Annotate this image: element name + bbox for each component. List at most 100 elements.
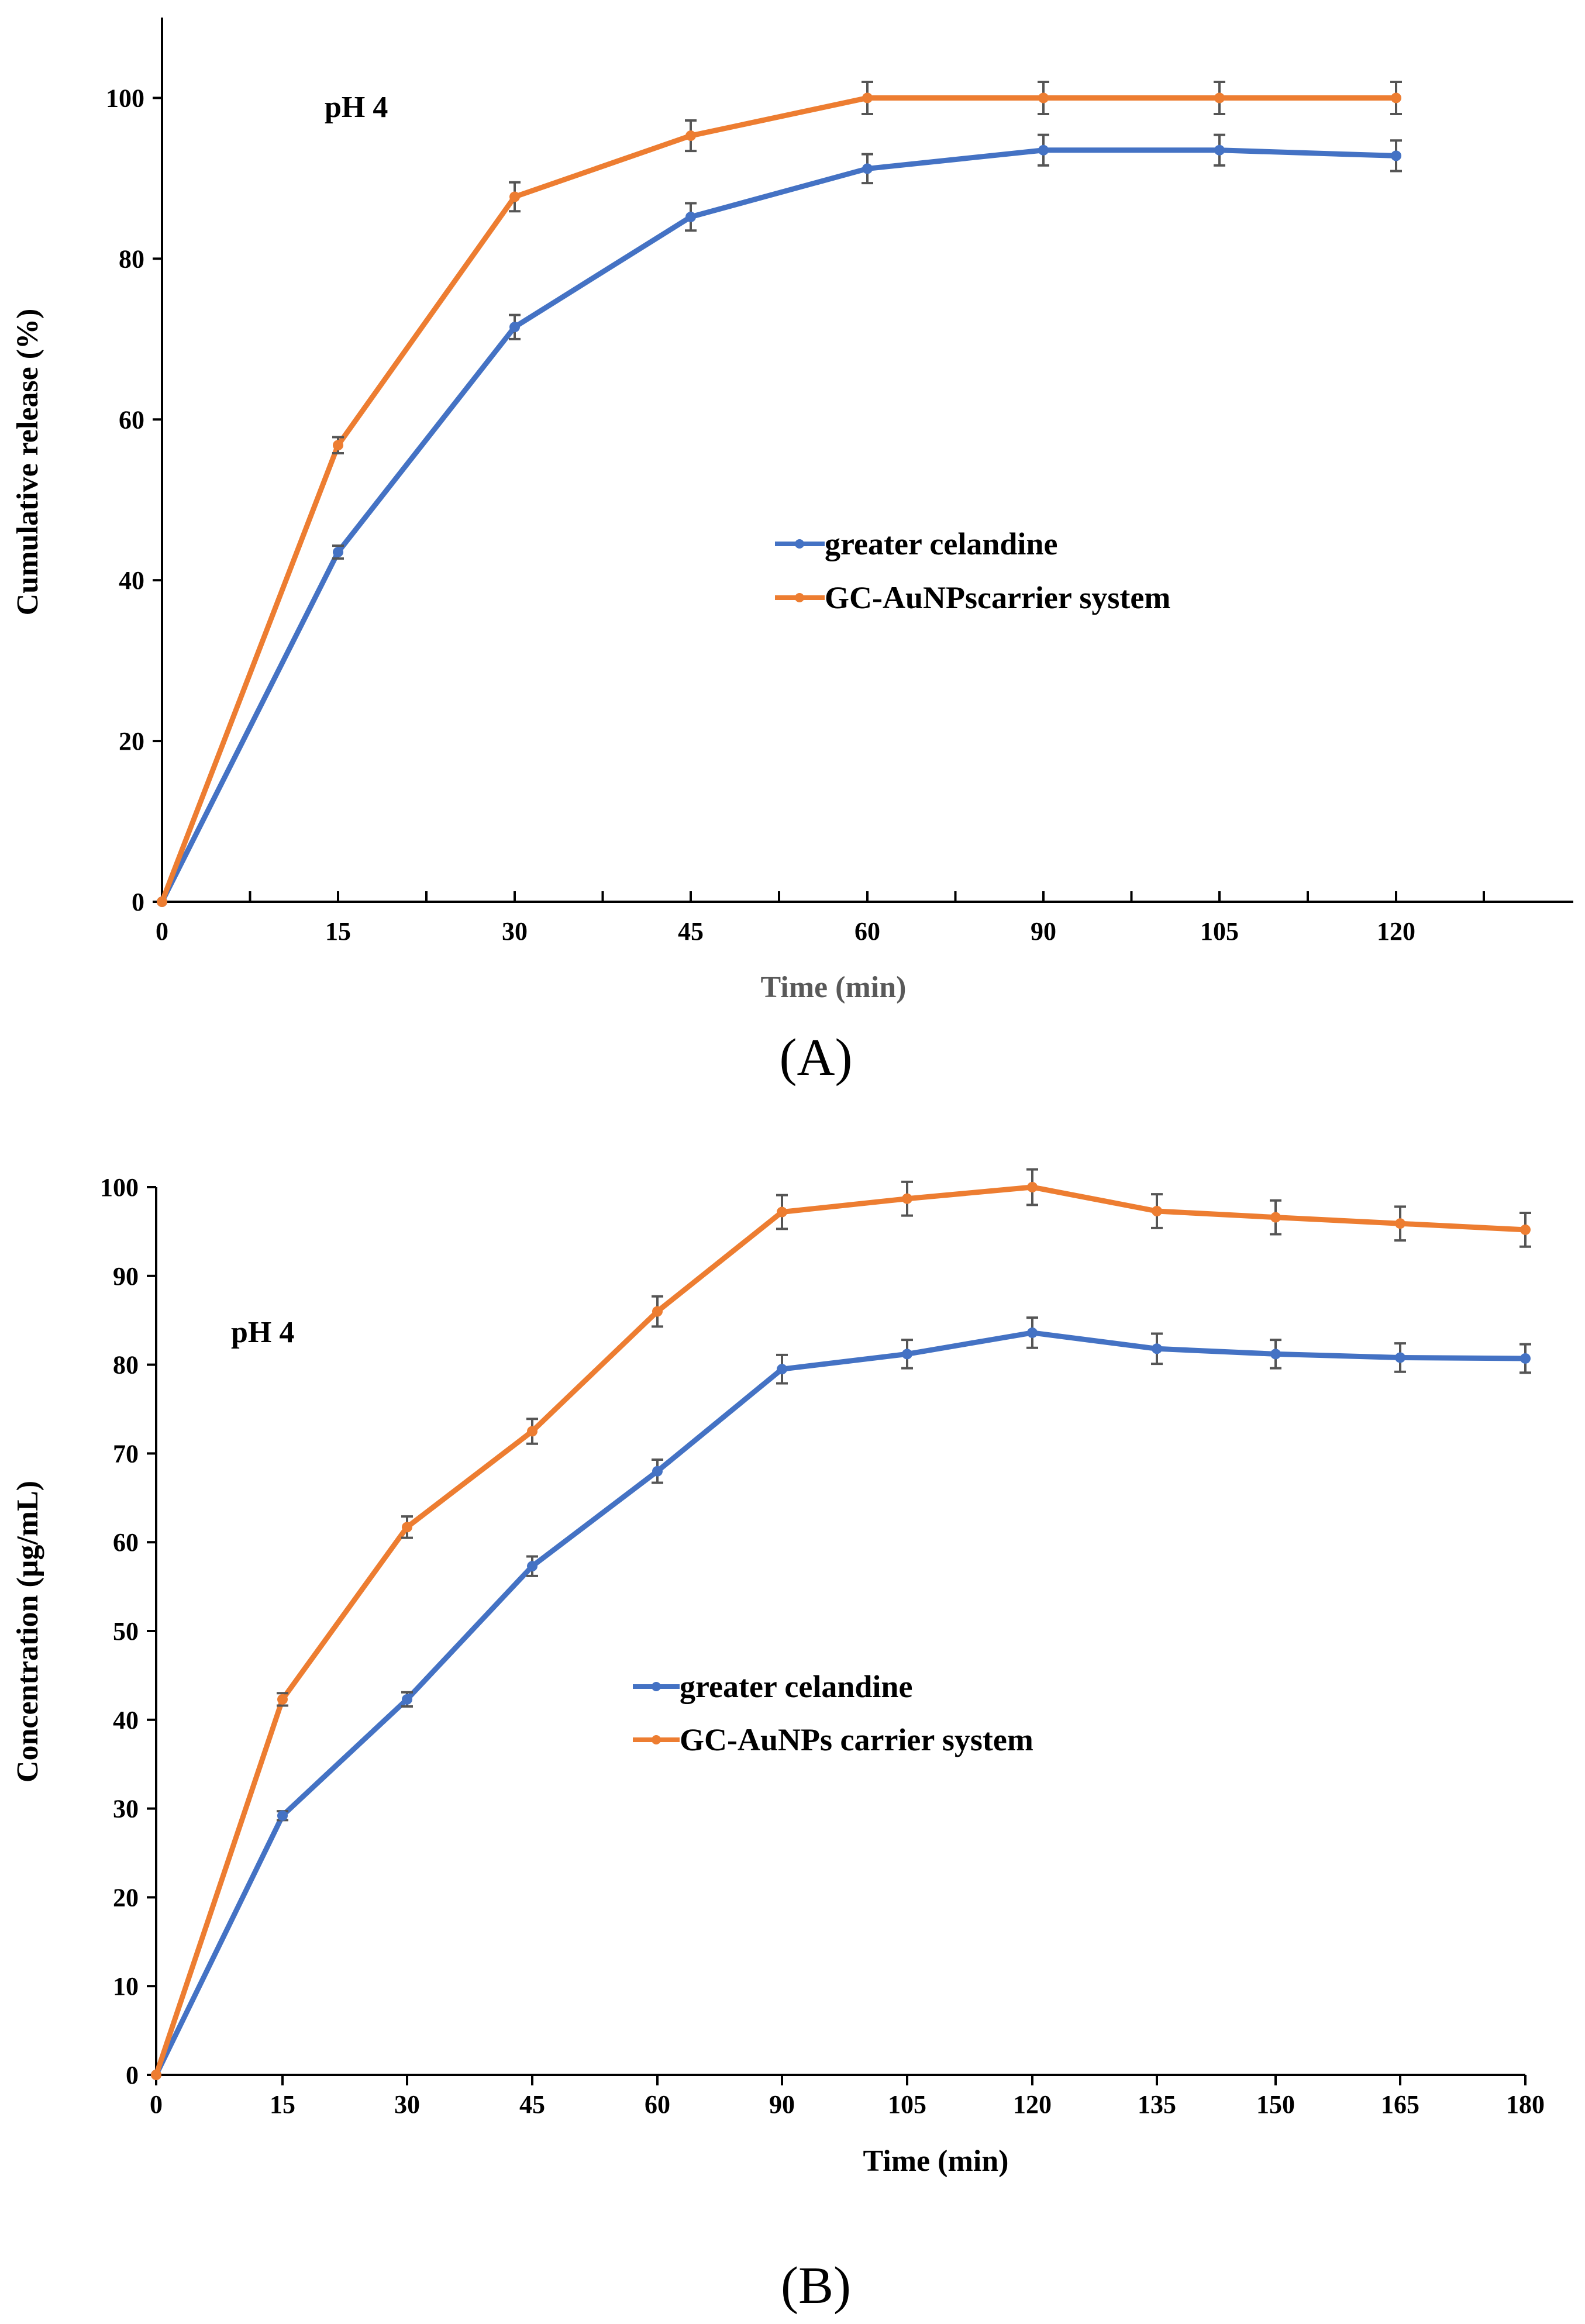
series-line-2-b bbox=[153, 1184, 1526, 2076]
y-tick-label-a: 100 bbox=[106, 84, 144, 112]
y-tick-label-b: 50 bbox=[113, 1617, 139, 1646]
data-point-1-b bbox=[652, 1466, 663, 1477]
x-tick-label-a: 90 bbox=[1031, 917, 1056, 946]
data-point-1-a bbox=[1038, 144, 1049, 156]
data-point-1-a bbox=[509, 322, 520, 333]
data-point-2-b bbox=[1520, 1224, 1531, 1235]
y-tick-label-a: 20 bbox=[119, 727, 144, 756]
data-point-2-a bbox=[1214, 92, 1225, 104]
series-group-b bbox=[151, 1168, 1531, 2080]
data-point-2-a bbox=[1391, 92, 1401, 104]
legend-marker-series-2-b bbox=[652, 1735, 661, 1744]
series-group-a bbox=[157, 80, 1402, 907]
data-point-1-b bbox=[777, 1364, 787, 1375]
legend-marker-series-2-a bbox=[795, 593, 804, 602]
data-point-2-b bbox=[151, 2070, 161, 2080]
x-tick-label-a: 0 bbox=[156, 917, 168, 946]
data-point-1-a bbox=[862, 163, 873, 174]
legend-label-series-2-b: GC-AuNPs carrier system bbox=[680, 1722, 1033, 1757]
y-tick-label-a: 0 bbox=[132, 888, 144, 916]
x-tick-label-b: 120 bbox=[1013, 2090, 1052, 2119]
data-point-1-b bbox=[902, 1349, 912, 1360]
data-point-1-a bbox=[333, 547, 343, 558]
y-tick-label-b: 30 bbox=[113, 1795, 139, 1823]
x-tick-label-b: 165 bbox=[1381, 2090, 1419, 2119]
series-line-1-a bbox=[159, 147, 1397, 904]
x-tick-label-b: 105 bbox=[888, 2090, 926, 2119]
data-point-1-b bbox=[1395, 1352, 1405, 1363]
data-point-2-b bbox=[527, 1426, 537, 1437]
data-point-2-a bbox=[1038, 92, 1049, 104]
panel-label-a: (A) bbox=[780, 1029, 853, 1087]
x-tick-label-b: 0 bbox=[150, 2090, 163, 2119]
y-tick-label-a: 40 bbox=[119, 566, 144, 595]
x-tick-label-b: 15 bbox=[270, 2090, 295, 2119]
data-point-1-b bbox=[1520, 1353, 1531, 1364]
x-tick-label-a: 60 bbox=[854, 917, 880, 946]
data-point-2-a bbox=[157, 897, 167, 907]
y-tick-label-b: 70 bbox=[113, 1439, 139, 1468]
x-tick-label-b: 150 bbox=[1256, 2090, 1295, 2119]
data-point-1-a bbox=[1214, 144, 1225, 156]
axis-ticks-b: 0 10 20 30 40 50 60 70 80 90 100 0 15 30 45 60 90 105 120 1… bbox=[100, 1173, 1545, 2119]
data-point-2-b bbox=[1027, 1182, 1038, 1192]
data-point-1-b bbox=[402, 1694, 412, 1705]
chart-panel-b: 0 10 20 30 40 50 60 70 80 90 100 0 15 30 45 60 90 105 120 1… bbox=[11, 1168, 1545, 2315]
x-tick-label-a: 45 bbox=[678, 917, 704, 946]
y-tick-label-b: 90 bbox=[113, 1262, 139, 1291]
data-point-2-a bbox=[685, 130, 696, 142]
x-tick-label-a: 105 bbox=[1200, 917, 1239, 946]
data-point-2-b bbox=[902, 1193, 912, 1204]
annotation-ph-b: pH 4 bbox=[231, 1316, 294, 1349]
data-point-2-a bbox=[509, 191, 520, 202]
chart-panel-a: 0 20 40 60 80 100 0 15 30 45 60 90 105 120 pH 4 Cumul… bbox=[11, 18, 1573, 1087]
data-point-1-a bbox=[685, 211, 696, 222]
x-tick-label-b: 180 bbox=[1506, 2090, 1545, 2119]
axis-ticks-a: 0 20 40 60 80 100 0 15 30 45 60 90 105 120 bbox=[106, 84, 1485, 946]
legend-label-series-2-a: GC-AuNPscarrier system bbox=[825, 580, 1170, 615]
data-point-2-b bbox=[277, 1694, 288, 1705]
y-tick-label-b: 20 bbox=[113, 1883, 139, 1912]
x-tick-label-a: 120 bbox=[1377, 917, 1415, 946]
data-point-1-b bbox=[1152, 1343, 1162, 1354]
data-point-2-a bbox=[862, 92, 873, 104]
series-line-1-b bbox=[153, 1330, 1526, 2076]
data-point-1-a bbox=[1391, 150, 1401, 161]
x-tick-label-b: 45 bbox=[519, 2090, 545, 2119]
data-point-2-a bbox=[333, 440, 343, 451]
series-line-2-a bbox=[159, 95, 1396, 903]
x-axis-title-a: Time (min) bbox=[761, 971, 907, 1004]
y-tick-label-a: 80 bbox=[119, 244, 144, 273]
y-axis-title-b: Concentration (μg/mL) bbox=[11, 1481, 44, 1782]
data-point-2-b bbox=[402, 1522, 412, 1533]
data-point-2-b bbox=[1270, 1212, 1281, 1223]
x-tick-label-b: 30 bbox=[394, 2090, 420, 2119]
data-point-1-b bbox=[1270, 1349, 1281, 1360]
x-tick-label-b: 135 bbox=[1138, 2090, 1176, 2119]
x-tick-label-b: 90 bbox=[769, 2090, 795, 2119]
y-tick-label-b: 80 bbox=[113, 1351, 139, 1380]
annotation-ph-a: pH 4 bbox=[325, 91, 388, 124]
y-tick-label-a: 60 bbox=[119, 405, 144, 434]
y-axis-title-a: Cumulative release (%) bbox=[11, 309, 44, 616]
x-axis-title-b: Time (min) bbox=[863, 2144, 1009, 2178]
legend-marker-series-1-b bbox=[652, 1682, 661, 1691]
data-point-2-b bbox=[1395, 1218, 1405, 1229]
data-point-1-b bbox=[1027, 1327, 1038, 1338]
panel-label-b: (B) bbox=[781, 2257, 851, 2315]
x-tick-label-a: 15 bbox=[325, 917, 351, 946]
data-point-2-b bbox=[1152, 1205, 1162, 1216]
y-tick-label-b: 100 bbox=[100, 1173, 139, 1202]
data-point-2-b bbox=[777, 1206, 787, 1218]
y-tick-label-b: 10 bbox=[113, 1972, 139, 2001]
data-point-1-b bbox=[277, 1810, 288, 1821]
legend-a: greater celandine GC-AuNPscarrier system bbox=[775, 526, 1170, 615]
legend-label-series-1-b: greater celandine bbox=[680, 1669, 912, 1704]
data-point-2-b bbox=[652, 1306, 663, 1317]
legend-label-series-1-a: greater celandine bbox=[825, 526, 1057, 561]
legend-marker-series-1-a bbox=[795, 539, 804, 549]
y-tick-label-b: 0 bbox=[126, 2061, 139, 2089]
data-point-1-b bbox=[527, 1561, 537, 1572]
x-tick-label-a: 30 bbox=[502, 917, 528, 946]
